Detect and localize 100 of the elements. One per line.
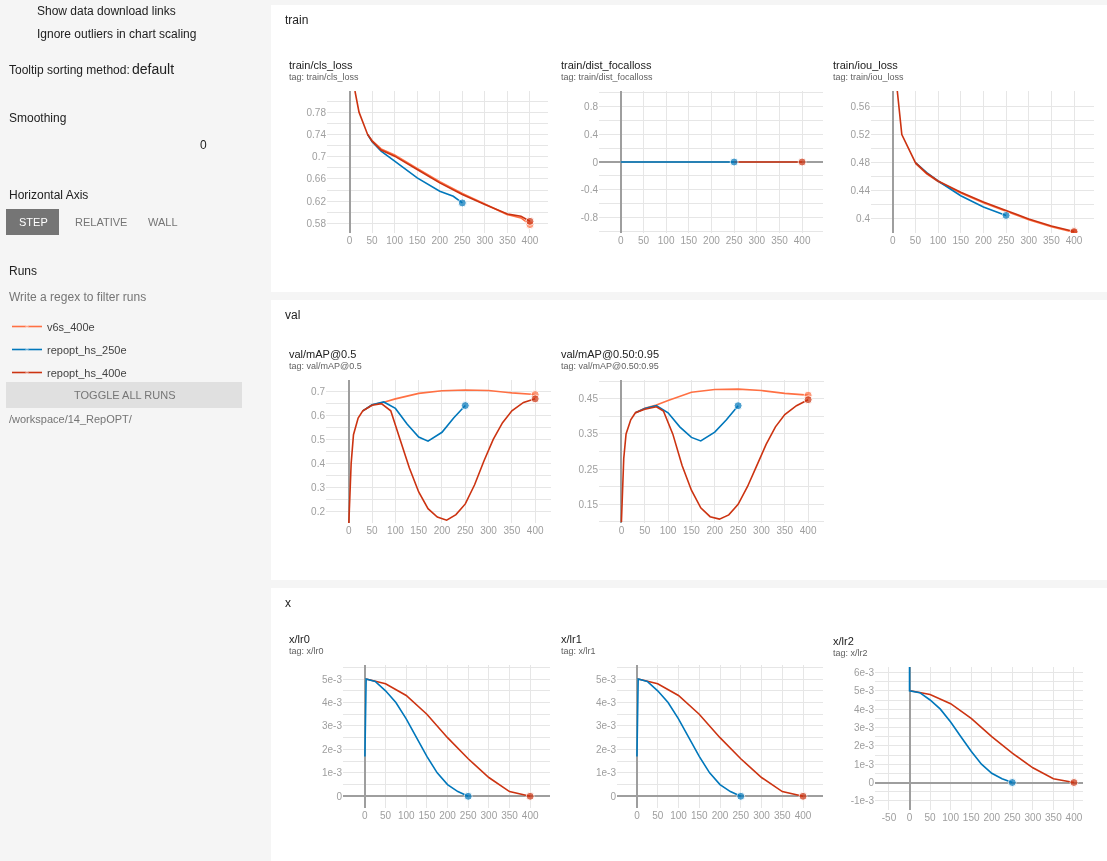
x-tick-label: 400: [793, 235, 811, 246]
x-tick-label: 300: [476, 235, 494, 246]
chart-subtitle: tag: x/lr2: [833, 648, 868, 658]
x-tick-label: -50: [881, 812, 897, 823]
x-tick-label: 100: [657, 235, 675, 246]
y-tick-label: 0: [592, 156, 599, 168]
text: Ignore outliers in chart scaling: [37, 27, 197, 41]
text: Write a regex to filter runs: [9, 290, 147, 304]
x-tick-label: 50: [652, 810, 664, 821]
x-tick-label: 400: [526, 525, 544, 536]
y-tick-label: 1e-3: [595, 767, 617, 779]
y-tick-label: 2e-3: [853, 740, 875, 752]
x-tick-label: 150: [418, 810, 436, 821]
y-tick-label: 0.74: [306, 128, 327, 140]
y-tick-label: 0.25: [578, 463, 599, 475]
x-tick-label: 0: [346, 525, 353, 536]
x-tick-label: 0: [634, 810, 641, 821]
x-tick-label: 250: [997, 235, 1015, 246]
y-tick-label: 0: [336, 790, 343, 802]
x-tick-label: 350: [503, 525, 521, 536]
x-tick-label: 0: [362, 810, 369, 821]
x-tick-label: 200: [711, 810, 729, 821]
x-tick-label: 350: [1043, 235, 1061, 246]
chart-title: x/lr1: [561, 633, 582, 645]
x-tick-label: 250: [1003, 812, 1022, 823]
text: /workspace/14_RepOPT/: [9, 413, 133, 425]
chart-title: val/mAP@0.5: [289, 348, 357, 360]
text: Tooltip sorting method:: [9, 63, 130, 77]
x-tick-label: 0: [906, 812, 913, 823]
chart-subtitle: tag: train/iou_loss: [833, 72, 905, 82]
x-tick-label: 250: [459, 810, 477, 821]
x-tick-label: 200: [703, 235, 721, 246]
text: default: [132, 61, 175, 77]
text: val: [285, 308, 301, 322]
x-tick-label: 300: [480, 525, 498, 536]
x-tick-label: 200: [431, 235, 449, 246]
x-tick-label: 100: [942, 812, 960, 823]
x-tick-label: 400: [794, 810, 812, 821]
y-tick-label: 2e-3: [321, 743, 343, 755]
y-tick-label: 6e-3: [853, 667, 875, 678]
y-tick-label: 0.58: [306, 218, 327, 230]
y-tick-label: 0: [868, 777, 875, 788]
y-tick-label: 0.48: [850, 157, 871, 169]
x-tick-label: 350: [773, 810, 792, 821]
x-tick-label: 300: [480, 810, 498, 821]
y-tick-label: 2e-3: [595, 743, 617, 755]
chart-subtitle: tag: x/lr1: [561, 646, 596, 656]
x-tick-label: 150: [683, 525, 701, 536]
x-tick-label: 400: [799, 525, 817, 536]
y-tick-label: 0.7: [311, 386, 326, 398]
x-tick-label: 250: [453, 235, 472, 246]
chart-title: train/iou_loss: [833, 59, 899, 71]
y-tick-label: 0.8: [584, 100, 599, 112]
x-tick-label: 50: [639, 525, 651, 536]
x-tick-label: 250: [729, 525, 747, 536]
y-tick-label: 4e-3: [321, 697, 343, 709]
x-tick-label: 100: [386, 235, 404, 246]
x-tick-label: 250: [725, 235, 743, 246]
x-tick-label: 50: [380, 810, 392, 821]
x-tick-label: 50: [637, 235, 650, 246]
x-tick-label: 300: [753, 525, 771, 536]
x-tick-label: 350: [1045, 812, 1063, 823]
chart-title: train/cls_loss: [289, 59, 354, 71]
y-tick-label: 0.6: [311, 410, 326, 422]
text: Horizontal Axis: [9, 188, 89, 202]
y-tick-label: 0.4: [311, 457, 326, 469]
x-tick-label: 50: [366, 235, 379, 246]
x-tick-label: 350: [499, 235, 517, 246]
x-tick-label: 100: [387, 525, 405, 536]
chart-subtitle: tag: train/dist_focalloss: [561, 72, 654, 82]
y-tick-label: 0.78: [306, 106, 327, 118]
y-tick-label: 5e-3: [853, 685, 875, 697]
y-tick-label: 0.15: [578, 498, 599, 510]
chart-title: val/mAP@0.50:0.95: [561, 348, 659, 360]
x-tick-label: 150: [962, 812, 980, 823]
x-tick-label: 400: [1065, 812, 1083, 823]
x-tick-label: 150: [410, 525, 428, 536]
text: 0: [200, 138, 207, 152]
y-tick-label: 3e-3: [321, 720, 343, 732]
legend-label: v6s_400e: [47, 320, 95, 333]
x-tick-label: 100: [670, 810, 688, 821]
x-tick-label: 50: [909, 235, 922, 246]
y-tick-label: 0.35: [578, 428, 599, 440]
y-tick-label: 0.62: [306, 195, 327, 207]
x-tick-label: 0: [618, 525, 625, 536]
y-tick-label: 0.56: [850, 100, 871, 112]
chart-subtitle: tag: train/cls_loss: [289, 72, 360, 82]
x-tick-label: 200: [439, 810, 457, 821]
y-tick-label: 0.4: [856, 213, 871, 225]
x-tick-label: 150: [690, 810, 709, 821]
y-tick-label: 0.44: [850, 185, 871, 197]
y-tick-label: -0.8: [580, 212, 599, 224]
chart-title: x/lr2: [833, 635, 854, 647]
x-tick-label: 0: [889, 235, 896, 246]
x-tick-label: 200: [975, 235, 993, 246]
x-tick-label: 300: [753, 810, 771, 821]
text: WALL: [148, 216, 178, 228]
x-tick-label: 200: [706, 525, 724, 536]
y-tick-label: 3e-3: [595, 720, 617, 732]
x-tick-label: 150: [680, 235, 698, 246]
